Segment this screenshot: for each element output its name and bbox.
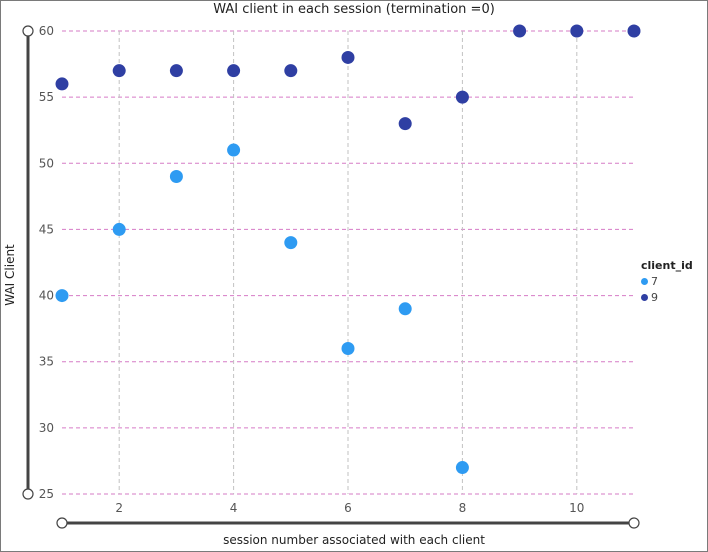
y-tick-label-50: 50 xyxy=(39,156,54,170)
legend-item-9[interactable]: 9 xyxy=(641,291,693,304)
point-client-9-session-2[interactable] xyxy=(112,64,126,78)
legend-marker-7 xyxy=(641,278,648,285)
chart-title: WAI client in each session (termination … xyxy=(213,2,495,17)
legend: client_id 7 9 xyxy=(641,259,693,307)
point-client-9-session-6[interactable] xyxy=(341,50,355,64)
data-points xyxy=(55,24,641,475)
point-client-9-session-4[interactable] xyxy=(227,64,241,78)
grid-lines xyxy=(62,30,634,495)
x-tick-label-2: 2 xyxy=(115,501,123,515)
point-client-7-session-3[interactable] xyxy=(169,170,183,184)
legend-label-7: 7 xyxy=(651,275,658,288)
point-client-9-session-5[interactable] xyxy=(284,64,298,78)
point-client-7-session-4[interactable] xyxy=(227,143,241,157)
point-client-9-session-8[interactable] xyxy=(455,90,469,104)
point-client-7-session-7[interactable] xyxy=(398,302,412,316)
x-tick-label-4: 4 xyxy=(230,501,238,515)
point-client-9-session-1[interactable] xyxy=(55,77,69,91)
point-client-7-session-5[interactable] xyxy=(284,236,298,250)
tick-labels: 25 30 35 40 45 50 55 60 2 4 6 8 10 xyxy=(39,24,585,515)
y-tick-label-60: 60 xyxy=(39,24,54,38)
y-tick-label-25: 25 xyxy=(39,487,54,501)
legend-marker-9 xyxy=(641,294,648,301)
x-axis-label: session number associated with each clie… xyxy=(223,533,485,547)
y-zoom-slider-bottom-handle[interactable] xyxy=(22,488,34,500)
y-tick-label-30: 30 xyxy=(39,421,54,435)
point-client-9-session-7[interactable] xyxy=(398,117,412,131)
point-client-9-session-10[interactable] xyxy=(570,24,584,38)
point-client-7-session-2[interactable] xyxy=(112,222,126,236)
y-tick-label-40: 40 xyxy=(39,289,54,303)
y-tick-label-55: 55 xyxy=(39,90,54,104)
point-client-9-session-11[interactable] xyxy=(627,24,641,38)
point-client-7-session-1[interactable] xyxy=(55,289,69,303)
x-tick-label-8: 8 xyxy=(459,501,467,515)
point-client-9-session-9[interactable] xyxy=(513,24,527,38)
point-client-9-session-3[interactable] xyxy=(169,64,183,78)
point-client-7-session-6[interactable] xyxy=(341,341,355,355)
x-tick-label-6: 6 xyxy=(344,501,352,515)
y-tick-label-45: 45 xyxy=(39,222,54,236)
x-zoom-slider-right-handle[interactable] xyxy=(628,517,640,529)
y-tick-label-35: 35 xyxy=(39,355,54,369)
zoom-sliders[interactable] xyxy=(22,25,640,529)
point-client-7-session-8[interactable] xyxy=(455,461,469,475)
legend-title: client_id xyxy=(641,259,693,272)
x-tick-label-10: 10 xyxy=(569,501,584,515)
y-zoom-slider-top-handle[interactable] xyxy=(22,25,34,37)
x-zoom-slider-left-handle[interactable] xyxy=(56,517,68,529)
legend-label-9: 9 xyxy=(651,291,658,304)
legend-item-7[interactable]: 7 xyxy=(641,275,693,288)
